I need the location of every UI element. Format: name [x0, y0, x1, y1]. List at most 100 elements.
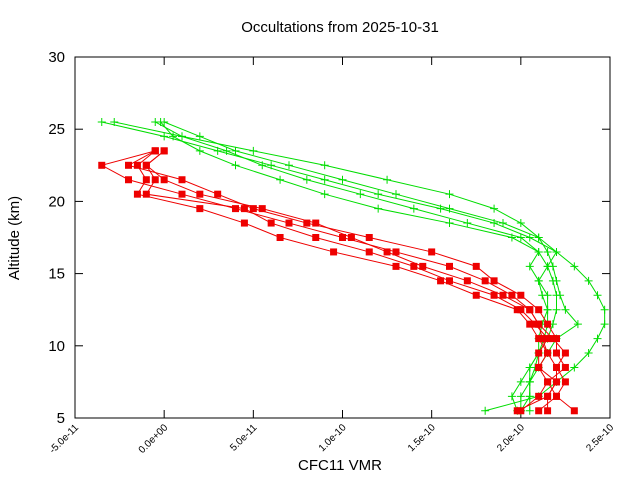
- marker: [133, 190, 141, 198]
- marker: [516, 377, 525, 386]
- marker: [535, 335, 543, 343]
- profile-line: [155, 121, 557, 411]
- marker: [178, 190, 186, 198]
- marker: [570, 363, 579, 372]
- marker: [490, 277, 498, 285]
- marker: [195, 132, 204, 141]
- x-axis-label: CFC11 VMR: [298, 457, 382, 474]
- profile-line: [114, 121, 579, 412]
- marker: [534, 276, 543, 285]
- marker: [347, 234, 355, 241]
- marker: [276, 175, 285, 184]
- marker: [178, 176, 186, 184]
- marker: [232, 205, 239, 213]
- marker: [525, 262, 534, 271]
- x-tick-label: 2.5e-10: [584, 422, 616, 454]
- marker: [383, 248, 391, 256]
- marker: [285, 219, 293, 227]
- marker: [543, 291, 552, 300]
- marker: [516, 219, 525, 228]
- y-tick-label: 25: [48, 121, 65, 138]
- marker: [507, 233, 516, 242]
- marker: [525, 406, 534, 415]
- marker: [513, 306, 521, 314]
- marker: [544, 335, 552, 343]
- marker: [383, 175, 392, 184]
- marker: [222, 146, 231, 155]
- marker: [531, 320, 539, 328]
- marker: [320, 175, 329, 184]
- marker: [507, 392, 516, 401]
- marker: [561, 349, 569, 357]
- marker: [508, 291, 516, 299]
- marker: [553, 363, 560, 371]
- marker: [544, 349, 552, 357]
- marker: [151, 176, 159, 184]
- marker: [516, 233, 525, 242]
- marker: [240, 205, 248, 213]
- marker: [160, 132, 169, 141]
- marker: [178, 132, 186, 141]
- marker: [553, 378, 560, 386]
- marker: [513, 407, 521, 415]
- marker: [258, 161, 267, 170]
- profile-line: [127, 150, 567, 412]
- marker: [133, 161, 141, 169]
- marker: [543, 262, 552, 271]
- marker: [552, 276, 561, 285]
- marker: [445, 219, 454, 228]
- marker: [553, 349, 560, 357]
- marker: [544, 407, 552, 415]
- marker: [339, 234, 346, 241]
- marker: [472, 262, 480, 270]
- marker: [517, 407, 525, 415]
- marker: [553, 392, 560, 400]
- marker: [110, 117, 119, 126]
- x-tick-label: 5.0e-11: [228, 422, 260, 454]
- marker: [535, 392, 543, 400]
- marker: [330, 248, 338, 256]
- marker: [231, 146, 240, 155]
- marker: [240, 219, 248, 227]
- marker: [543, 247, 552, 256]
- y-tick-label: 5: [57, 410, 65, 427]
- marker: [535, 306, 543, 314]
- marker: [525, 377, 534, 386]
- marker: [584, 349, 593, 358]
- marker: [535, 363, 543, 371]
- marker: [98, 161, 106, 169]
- marker: [410, 262, 418, 270]
- y-tick-label: 30: [48, 49, 65, 66]
- marker: [600, 305, 609, 314]
- marker: [160, 176, 168, 184]
- x-tick-label: 1.0e-10: [317, 422, 349, 454]
- x-tick-label: 2.0e-10: [495, 422, 527, 454]
- marker: [463, 219, 472, 228]
- marker: [142, 190, 150, 198]
- marker: [446, 262, 453, 270]
- marker: [499, 291, 507, 299]
- chart-title: Occultations from 2025-10-31: [241, 19, 439, 36]
- y-tick-label: 20: [48, 193, 65, 210]
- marker: [526, 306, 534, 314]
- marker: [526, 320, 534, 328]
- marker: [320, 190, 329, 199]
- marker: [214, 190, 222, 198]
- marker: [561, 305, 570, 314]
- x-tick-label: -5.0e-11: [48, 422, 82, 456]
- marker: [573, 320, 582, 329]
- marker: [552, 247, 561, 256]
- marker: [552, 305, 561, 314]
- marker: [249, 205, 257, 213]
- marker: [561, 363, 569, 371]
- marker: [374, 204, 383, 213]
- profile-line: [163, 121, 558, 411]
- marker: [97, 117, 106, 126]
- y-tick-label: 15: [48, 266, 65, 283]
- marker: [392, 262, 400, 270]
- marker: [499, 219, 507, 228]
- marker: [472, 291, 480, 299]
- profile-line: [160, 121, 549, 411]
- marker: [356, 190, 365, 199]
- marker: [419, 262, 427, 270]
